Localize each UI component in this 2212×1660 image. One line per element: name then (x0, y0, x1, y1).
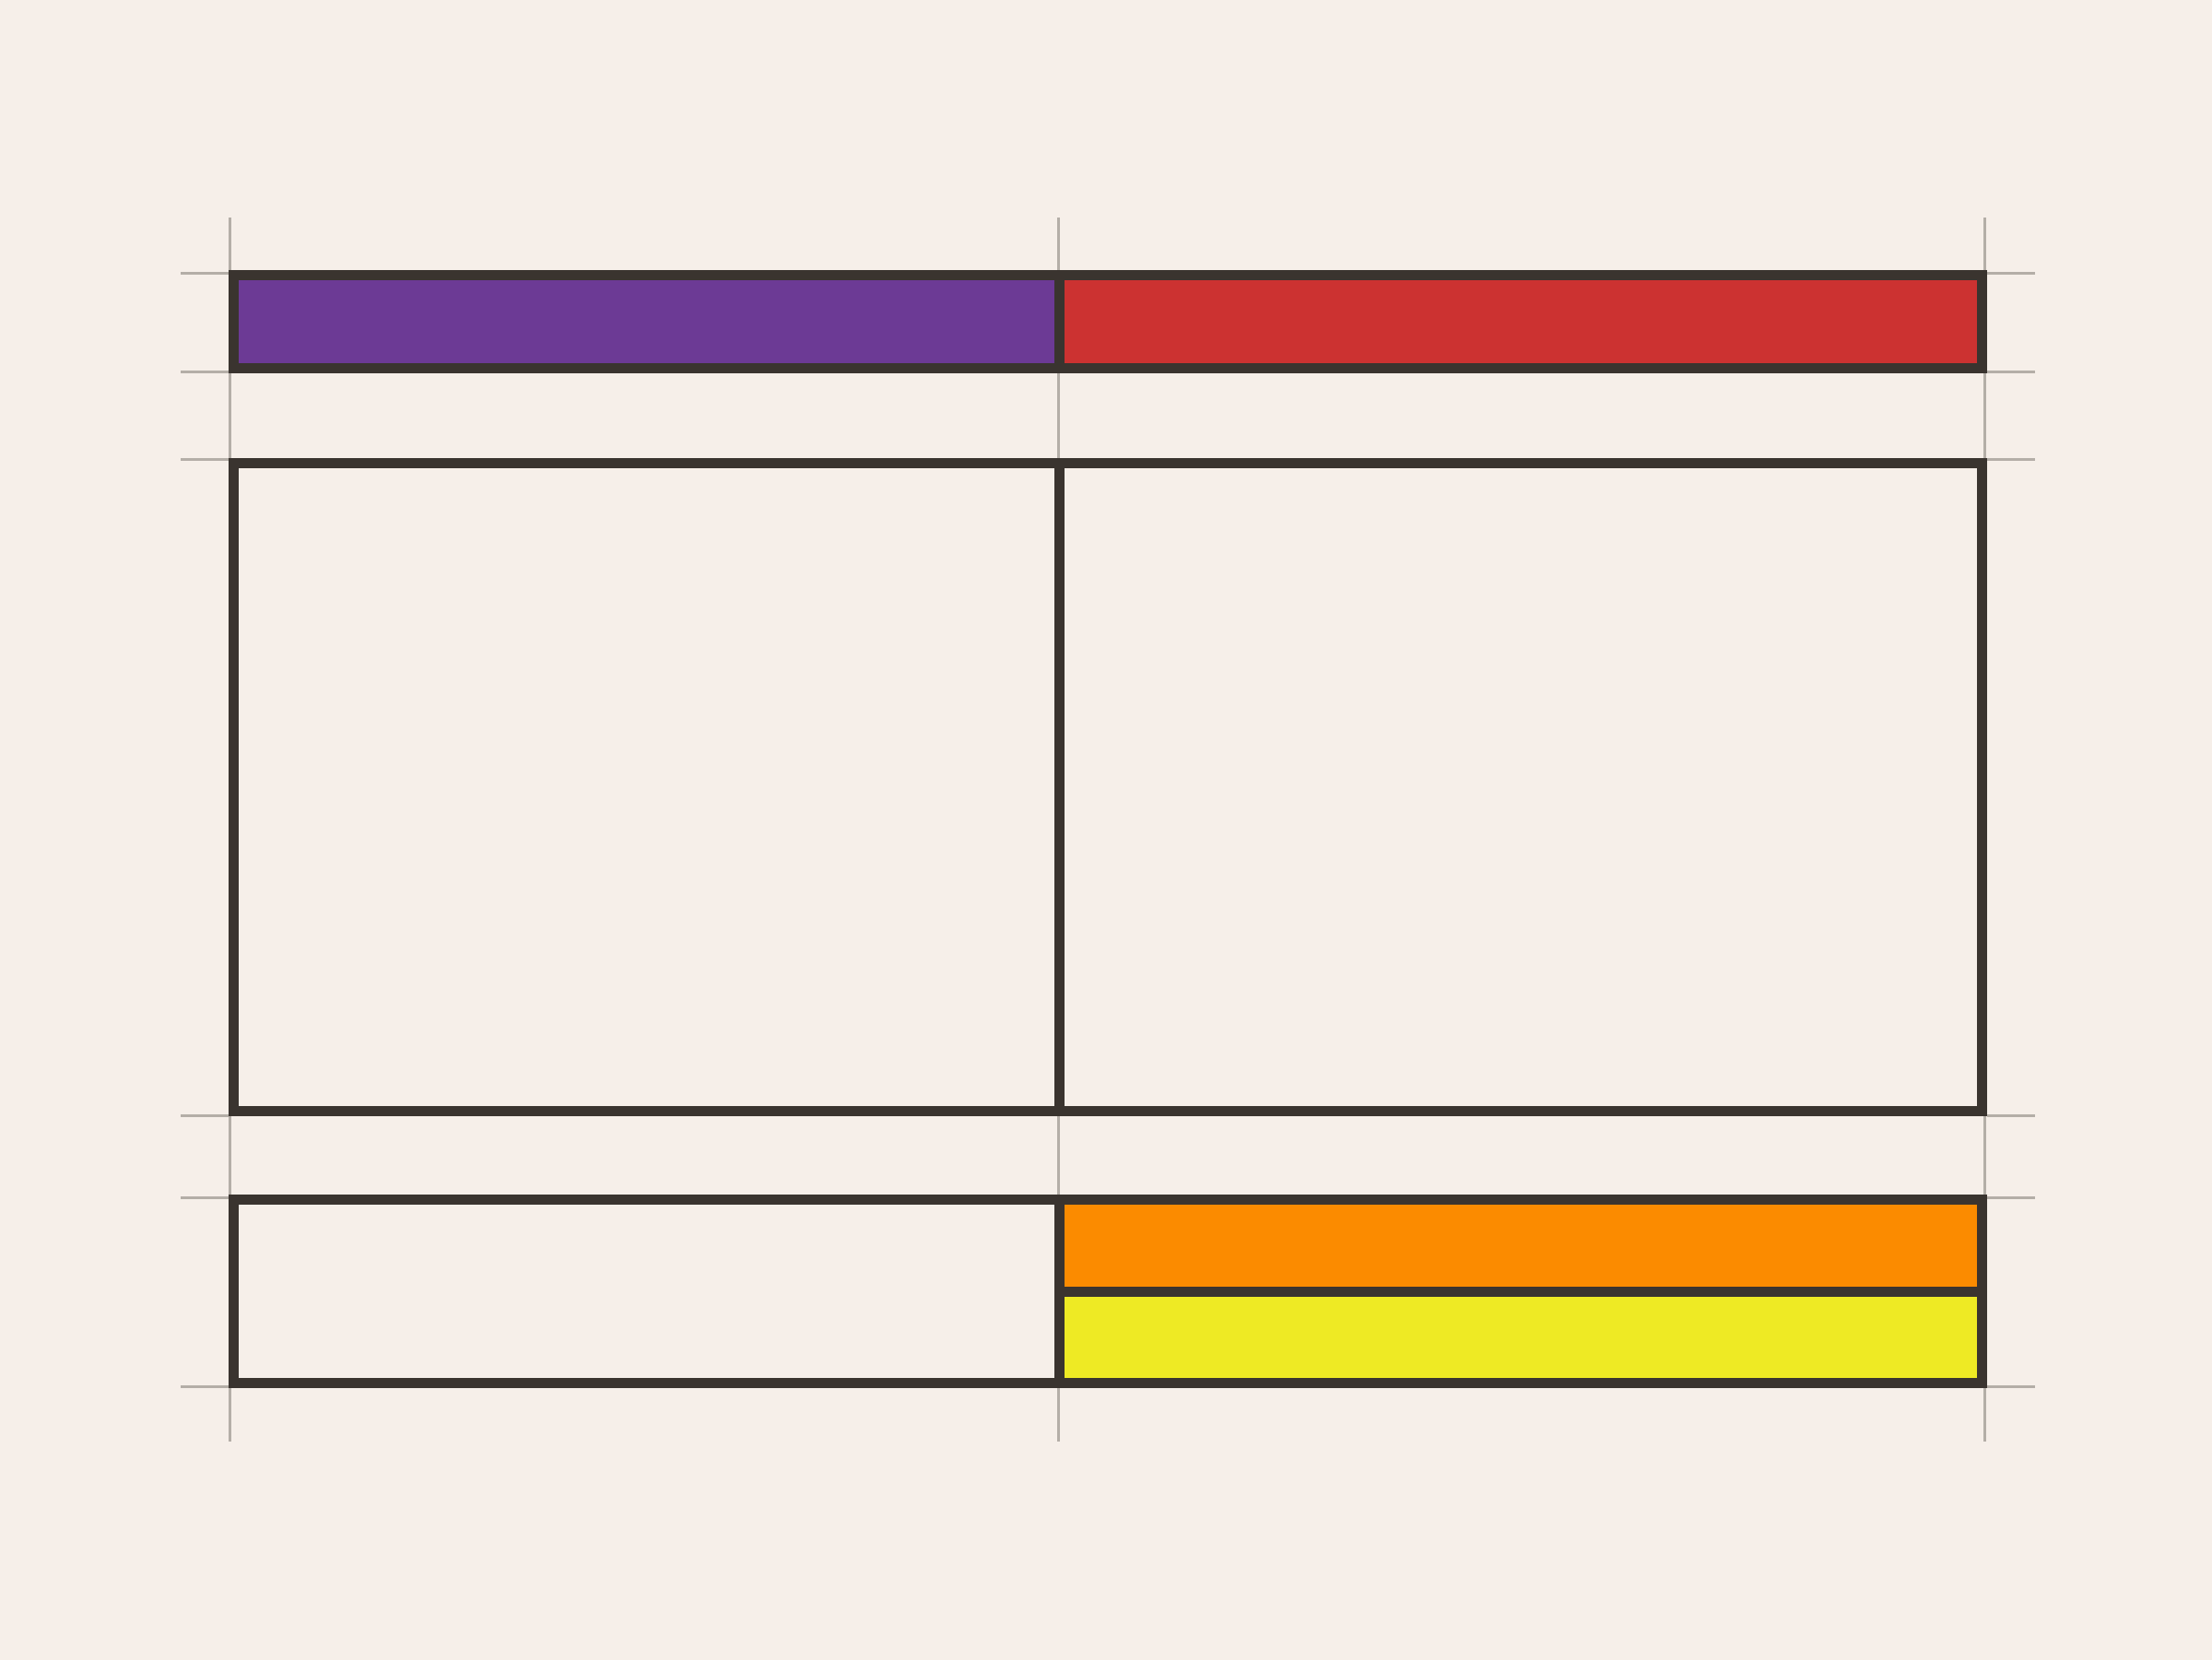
guide-tick-left-middle-bottom (181, 1114, 229, 1117)
guide-line-v-left-gap2 (229, 1116, 231, 1195)
guide-tick-right-bar-bottom (1987, 371, 2035, 373)
header-bar (229, 270, 1987, 373)
guide-tick-left-bar-bottom (181, 371, 229, 373)
middle-left-panel (239, 468, 1054, 1106)
footer-row (229, 1195, 1987, 1388)
guide-tick-left-bar-top (181, 272, 229, 275)
guide-line-v-right-gap2 (1983, 1116, 1986, 1195)
guide-line-v-center-gap1 (1057, 373, 1060, 458)
guide-line-v-left-top (229, 218, 231, 270)
middle-right-panel (1065, 468, 1977, 1106)
guide-line-v-right-gap1 (1983, 373, 1986, 458)
guide-line-v-left-bottom (229, 1388, 231, 1442)
header-divider (1054, 280, 1065, 363)
guide-tick-right-footer-top (1987, 1196, 2035, 1199)
middle-panels (229, 458, 1987, 1116)
footer-right-stack (1065, 1205, 1977, 1378)
guide-tick-left-footer-top (181, 1196, 229, 1199)
orange-block (1065, 1205, 1977, 1287)
yellow-block (1065, 1296, 1977, 1378)
guide-tick-right-middle-top (1987, 458, 2035, 461)
guide-line-v-left-gap1 (229, 373, 231, 458)
red-block (1065, 280, 1977, 363)
footer-divider (1054, 1205, 1065, 1378)
guide-tick-right-footer-bottom (1987, 1385, 2035, 1388)
orange-yellow-divider (1065, 1286, 1977, 1297)
purple-block (239, 280, 1054, 363)
guide-line-v-center-top (1057, 218, 1060, 270)
guide-tick-left-middle-top (181, 458, 229, 461)
guide-tick-right-bar-top (1987, 272, 2035, 275)
middle-divider (1054, 468, 1065, 1106)
guide-line-v-right-top (1983, 218, 1986, 270)
guide-line-v-center-bottom (1057, 1388, 1060, 1442)
guide-line-v-center-gap2 (1057, 1116, 1060, 1195)
guide-tick-left-footer-bottom (181, 1385, 229, 1388)
footer-left-panel (239, 1205, 1054, 1378)
guide-tick-right-middle-bottom (1987, 1114, 2035, 1117)
guide-line-v-right-bottom (1983, 1388, 1986, 1442)
